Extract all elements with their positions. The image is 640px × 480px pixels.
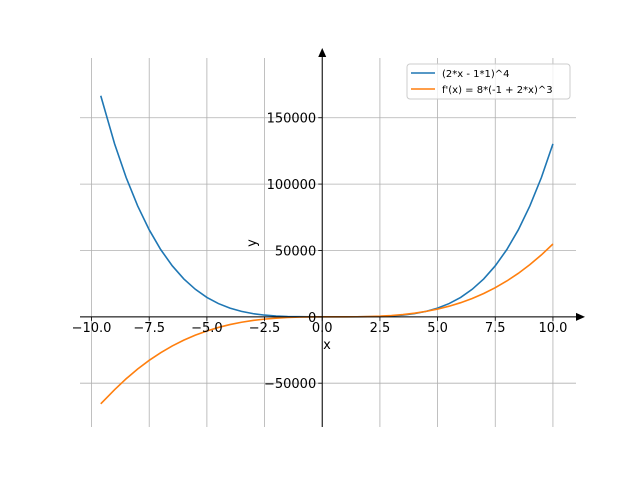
- legend-label: f'(x) = 8*(-1 + 2*x)^3: [442, 85, 553, 96]
- legend-label: (2*x - 1*1)^4: [442, 69, 510, 80]
- y-axis-label: y: [245, 239, 260, 247]
- x-tick-label: 7.5: [485, 321, 506, 336]
- x-tick-label: 10.0: [538, 321, 567, 336]
- series-layer: [99, 95, 554, 405]
- x-tick-label: −2.5: [249, 321, 281, 336]
- x-tick-label: −5.0: [191, 321, 223, 336]
- y-tick-label: −50000: [264, 377, 316, 392]
- x-axis-label: x: [323, 338, 331, 353]
- legend-box: [406, 63, 571, 100]
- x-tick-label: −7.5: [133, 321, 165, 336]
- ticks: −10.0 −7.5 −5.0 −2.5 0.0 2.5 5.0 7.5 10.0 −50000 0…: [72, 112, 568, 392]
- legend: (2*x - 1*1)^4 f'(x) = 8*(-1 + 2*x)^3: [406, 63, 571, 100]
- x-tick-label: 5.0: [427, 321, 448, 336]
- axes: [80, 48, 585, 427]
- x-tick-label: 0.0: [312, 321, 333, 336]
- y-tick-label: 0: [308, 311, 316, 326]
- x-tick-label: 2.5: [370, 321, 391, 336]
- x-tick-label: −10.0: [72, 321, 112, 336]
- y-axis-arrow: [318, 48, 327, 57]
- grid: [80, 58, 576, 427]
- y-tick-label: 150000: [267, 112, 317, 127]
- y-tick-label: 100000: [267, 178, 317, 193]
- y-tick-label: 50000: [275, 244, 316, 259]
- x-axis-arrow: [576, 312, 585, 321]
- series-line-1: [99, 95, 554, 318]
